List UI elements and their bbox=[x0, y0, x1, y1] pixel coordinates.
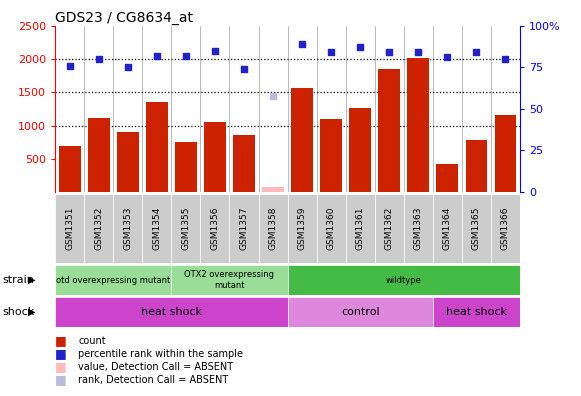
Text: GSM1360: GSM1360 bbox=[327, 207, 336, 250]
Bar bbox=[84, 194, 113, 263]
Bar bbox=[171, 265, 288, 295]
Text: GSM1359: GSM1359 bbox=[297, 207, 307, 250]
Bar bbox=[317, 194, 346, 263]
Text: GSM1362: GSM1362 bbox=[385, 207, 394, 250]
Bar bbox=[436, 164, 458, 192]
Text: percentile rank within the sample: percentile rank within the sample bbox=[78, 348, 243, 359]
Text: value, Detection Call = ABSENT: value, Detection Call = ABSENT bbox=[78, 362, 234, 372]
Text: ■: ■ bbox=[55, 360, 67, 373]
Text: GSM1351: GSM1351 bbox=[65, 207, 74, 250]
Text: GSM1353: GSM1353 bbox=[123, 207, 132, 250]
Point bbox=[414, 49, 423, 55]
Text: GSM1352: GSM1352 bbox=[94, 207, 103, 250]
Bar bbox=[465, 140, 487, 192]
Text: GSM1365: GSM1365 bbox=[472, 207, 481, 250]
Text: otd overexpressing mutant: otd overexpressing mutant bbox=[56, 276, 170, 285]
Bar bbox=[59, 146, 81, 192]
Bar bbox=[175, 142, 197, 192]
Point bbox=[443, 54, 452, 61]
Bar bbox=[229, 194, 259, 263]
Text: ■: ■ bbox=[55, 373, 67, 386]
Point bbox=[356, 44, 365, 51]
Bar bbox=[320, 119, 342, 192]
Point bbox=[65, 63, 74, 69]
Text: GSM1361: GSM1361 bbox=[356, 207, 365, 250]
Bar bbox=[200, 194, 229, 263]
Bar bbox=[171, 194, 200, 263]
Point bbox=[152, 53, 162, 59]
Point bbox=[181, 53, 191, 59]
Bar bbox=[494, 115, 517, 192]
Bar bbox=[378, 69, 400, 192]
Bar bbox=[233, 135, 255, 192]
Bar bbox=[259, 194, 288, 263]
Text: ▶: ▶ bbox=[28, 275, 35, 285]
Text: ■: ■ bbox=[55, 347, 67, 360]
Text: ■: ■ bbox=[55, 334, 67, 347]
Bar bbox=[117, 131, 139, 192]
Point bbox=[239, 66, 249, 72]
Text: GSM1364: GSM1364 bbox=[443, 207, 452, 250]
Bar bbox=[88, 118, 110, 192]
Point bbox=[94, 56, 103, 62]
Bar bbox=[491, 194, 520, 263]
Bar bbox=[288, 265, 520, 295]
Point bbox=[501, 56, 510, 62]
Bar bbox=[375, 194, 404, 263]
Text: strain: strain bbox=[3, 275, 35, 285]
Text: count: count bbox=[78, 335, 106, 346]
Text: heat shock: heat shock bbox=[141, 307, 202, 317]
Text: rank, Detection Call = ABSENT: rank, Detection Call = ABSENT bbox=[78, 375, 229, 385]
Bar bbox=[346, 194, 375, 263]
Bar bbox=[146, 102, 168, 192]
Text: GSM1357: GSM1357 bbox=[239, 207, 249, 250]
Text: GSM1363: GSM1363 bbox=[414, 207, 423, 250]
Bar bbox=[433, 194, 462, 263]
Text: GSM1358: GSM1358 bbox=[268, 207, 278, 250]
Point bbox=[210, 48, 220, 54]
Bar bbox=[407, 58, 429, 192]
Bar bbox=[55, 194, 84, 263]
Bar bbox=[55, 265, 171, 295]
Point bbox=[297, 41, 307, 47]
Bar bbox=[349, 108, 371, 192]
Bar bbox=[288, 194, 317, 263]
Text: wildtype: wildtype bbox=[386, 276, 422, 285]
Point bbox=[472, 49, 481, 55]
Bar bbox=[262, 187, 284, 192]
Text: heat shock: heat shock bbox=[446, 307, 507, 317]
Bar bbox=[291, 88, 313, 192]
Text: GSM1356: GSM1356 bbox=[210, 207, 220, 250]
Bar bbox=[204, 122, 226, 192]
Bar bbox=[142, 194, 171, 263]
Text: GSM1366: GSM1366 bbox=[501, 207, 510, 250]
Point bbox=[268, 92, 278, 99]
Bar bbox=[288, 297, 433, 327]
Bar bbox=[55, 297, 288, 327]
Text: GSM1354: GSM1354 bbox=[152, 207, 162, 250]
Point bbox=[385, 49, 394, 55]
Bar bbox=[433, 297, 520, 327]
Point bbox=[123, 64, 132, 70]
Text: shock: shock bbox=[3, 307, 35, 317]
Text: control: control bbox=[341, 307, 379, 317]
Bar bbox=[462, 194, 491, 263]
Text: GSM1355: GSM1355 bbox=[181, 207, 191, 250]
Bar bbox=[404, 194, 433, 263]
Bar bbox=[113, 194, 142, 263]
Text: OTX2 overexpressing
mutant: OTX2 overexpressing mutant bbox=[185, 270, 274, 290]
Text: ▶: ▶ bbox=[28, 307, 35, 317]
Point bbox=[327, 49, 336, 55]
Text: GDS23 / CG8634_at: GDS23 / CG8634_at bbox=[55, 11, 193, 25]
